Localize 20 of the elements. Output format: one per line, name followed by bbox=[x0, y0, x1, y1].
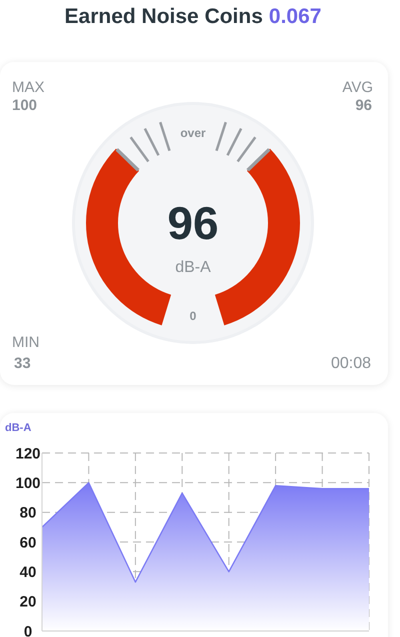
text: 96 bbox=[167, 197, 219, 249]
y-tick-label: 0 bbox=[24, 623, 32, 637]
text: 33 bbox=[14, 355, 31, 372]
y-tick-label: 60 bbox=[20, 534, 36, 552]
text: 0.067 bbox=[268, 5, 322, 28]
y-tick-label: 20 bbox=[20, 594, 36, 611]
text: 00:08 bbox=[330, 355, 372, 372]
text: Earned Noise Coins bbox=[64, 5, 263, 28]
y-tick-label: 80 bbox=[20, 504, 36, 522]
text: 96 bbox=[355, 97, 372, 114]
y-tick-label: 120 bbox=[15, 445, 41, 462]
y-tick-label: 40 bbox=[20, 564, 36, 582]
text: 0 bbox=[190, 309, 197, 323]
text: AVG bbox=[342, 79, 373, 96]
y-axis-title: dB-A bbox=[5, 422, 32, 434]
text: MAX bbox=[12, 79, 45, 96]
text: over bbox=[180, 126, 206, 140]
text: MIN bbox=[12, 334, 40, 351]
text: dB-A bbox=[175, 259, 212, 276]
y-tick-label: 100 bbox=[15, 475, 41, 492]
